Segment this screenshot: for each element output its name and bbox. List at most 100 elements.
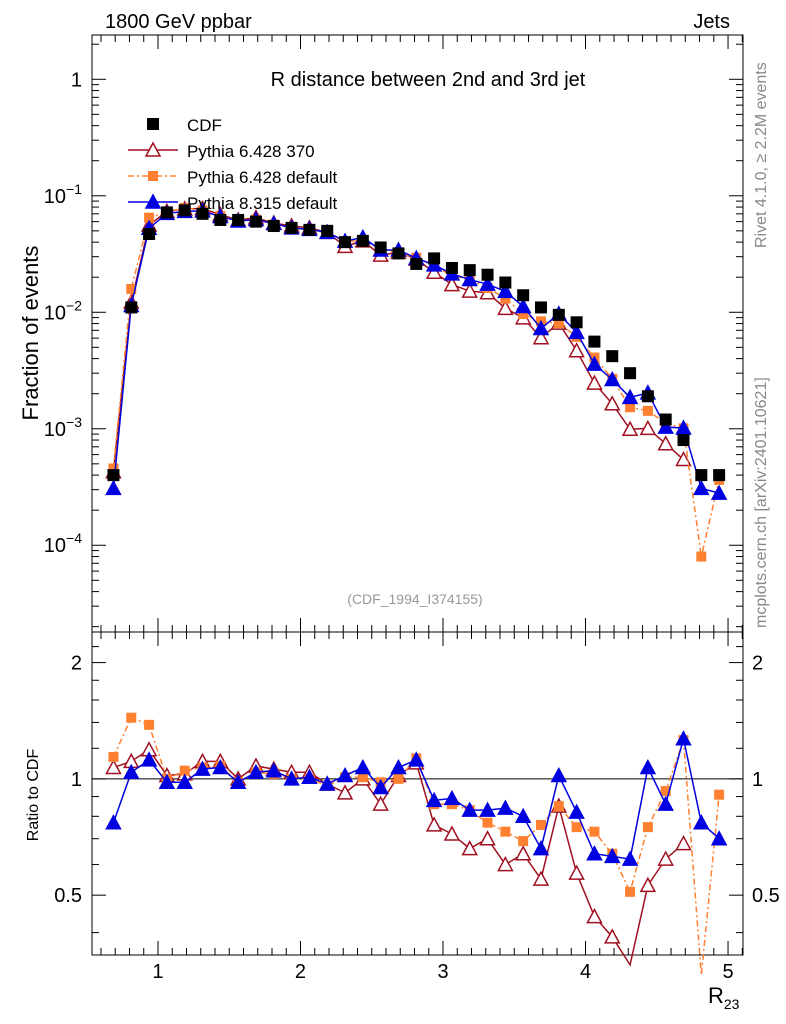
series-point-2 <box>568 323 585 340</box>
ratio-point-1 <box>553 801 564 812</box>
ratio-axis-label: Ratio to CDF <box>25 749 42 842</box>
data-point <box>624 367 637 380</box>
ratio-point-2 <box>123 763 140 780</box>
series-point-2 <box>586 355 603 371</box>
series-point-2 <box>532 319 550 336</box>
ratio-point-1 <box>482 817 493 828</box>
data-point <box>178 204 191 217</box>
legend-label: CDF <box>187 116 222 135</box>
data-point <box>517 289 530 302</box>
ratio-point-0 <box>336 784 354 800</box>
ratio-point-2 <box>479 801 496 817</box>
legend-label: Pythia 6.428 370 <box>187 142 315 161</box>
series-point-0 <box>621 420 639 437</box>
header-right: Jets <box>693 11 730 33</box>
ratio-point-2 <box>710 830 728 846</box>
data-point <box>392 247 405 260</box>
data-point <box>160 206 173 219</box>
ratio-point-1 <box>357 772 368 783</box>
ratio-point-2 <box>693 814 710 830</box>
data-point <box>588 335 601 348</box>
ratio-point-0 <box>372 795 389 811</box>
x-tick-label: 2 <box>295 961 306 983</box>
series-point-0 <box>586 374 603 390</box>
legend-marker <box>148 171 158 181</box>
ratio-point-2 <box>265 762 283 778</box>
series-point-0 <box>639 419 657 436</box>
series-point-1 <box>625 402 636 413</box>
ratio-point-1 <box>642 822 653 833</box>
ratio-point-1 <box>660 786 671 797</box>
series-point-2 <box>675 419 692 435</box>
series-point-0 <box>675 450 692 467</box>
ratio-tick-label: 1 <box>752 769 763 791</box>
ratio-point-2 <box>425 791 443 808</box>
series-point-1 <box>553 318 564 329</box>
series-point-2 <box>621 388 639 405</box>
x-tick-label: 4 <box>580 961 591 983</box>
ratio-point-0 <box>639 876 657 893</box>
ratio-point-1 <box>393 773 404 784</box>
ratio-point-0 <box>514 845 532 861</box>
ratio-point-2 <box>158 773 176 790</box>
ratio-point-2 <box>194 760 211 776</box>
series-point-0 <box>532 329 550 345</box>
series-point-0 <box>443 276 461 292</box>
ratio-point-0 <box>568 864 585 880</box>
data-point <box>570 316 583 329</box>
ratio-point-2 <box>568 803 585 819</box>
data-point <box>481 268 494 281</box>
ratio-point-2 <box>550 766 568 783</box>
legend-label: Pythia 6.428 default <box>187 168 338 187</box>
rivet-label: Rivet 4.1.0, ≥ 2.2M events <box>753 62 770 248</box>
data-point <box>534 301 547 314</box>
ratio-point-2 <box>372 778 389 795</box>
mcplots-label: mcplots.cern.ch [arXiv:2401.10621] <box>753 377 770 628</box>
ratio-point-2 <box>639 758 657 775</box>
ratio-tick-label: 2 <box>71 653 82 675</box>
legend-marker <box>144 141 162 157</box>
ratio-point-0 <box>479 830 496 846</box>
ratio-point-1 <box>589 826 600 837</box>
data-point <box>410 257 423 270</box>
ratio-point-0 <box>105 758 122 775</box>
series-point-1 <box>642 405 653 416</box>
series-point-0 <box>657 435 674 451</box>
ratio-point-2 <box>301 768 318 784</box>
x-tick-label: 3 <box>437 961 448 983</box>
ratio-point-2 <box>140 751 158 767</box>
data-point <box>695 469 708 482</box>
x-axis-label: R23 <box>708 983 740 1012</box>
ratio-point-0 <box>675 834 692 851</box>
data-point <box>428 252 441 265</box>
series-point-1 <box>144 212 155 223</box>
ratio-point-2 <box>443 789 461 806</box>
series-point-0 <box>568 342 585 358</box>
data-point <box>374 241 387 254</box>
ratio-point-0 <box>425 816 443 832</box>
ratio-point-1 <box>571 822 582 833</box>
data-point <box>641 390 654 403</box>
ratio-point-1 <box>714 789 725 800</box>
data-point <box>107 469 120 482</box>
series-point-0 <box>461 282 478 298</box>
data-point <box>125 301 138 314</box>
ratio-point-0 <box>586 908 603 924</box>
data-point <box>659 413 672 426</box>
ratio-point-2 <box>603 847 621 864</box>
y-tick-label: 1 <box>71 69 82 91</box>
ratio-point-2 <box>283 770 300 786</box>
series-point-0 <box>425 263 443 280</box>
series-point-1 <box>518 309 529 320</box>
series-point-2 <box>710 484 728 500</box>
data-point <box>232 213 245 226</box>
ratio-frame <box>91 631 744 956</box>
data-point <box>463 264 476 277</box>
y-tick-label: 10−1 <box>44 181 82 208</box>
ratio-point-0 <box>657 850 674 866</box>
data-point <box>285 221 298 234</box>
ratio-point-1 <box>108 751 119 762</box>
ratio-point-2 <box>354 758 372 775</box>
data-point <box>143 227 156 240</box>
